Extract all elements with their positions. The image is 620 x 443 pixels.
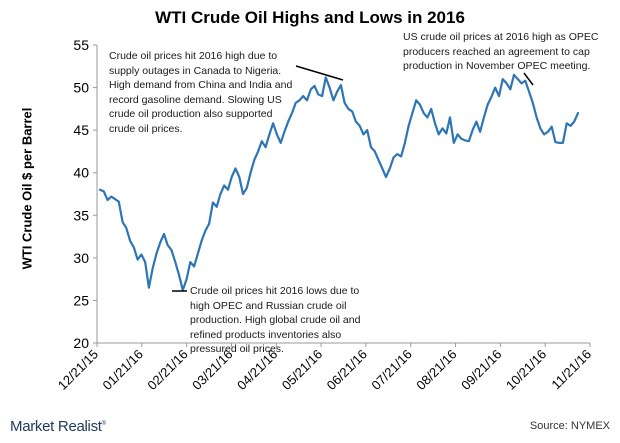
market-realist-logo: Market Realist®	[10, 418, 106, 435]
brand-name: Market Realist	[10, 418, 102, 435]
y-tick-label: 35	[73, 207, 89, 223]
source-note: Source: NYMEX	[529, 420, 610, 432]
x-tick-label: 11/21/16	[548, 347, 594, 393]
leader-line-oct-high	[523, 72, 534, 86]
annotation-oct-high: US crude oil prices at 2016 high as OPEC…	[403, 31, 599, 73]
chart-title: WTI Crude Oil Highs and Lows in 2016	[155, 8, 465, 27]
x-tick-label: 01/21/16	[100, 347, 146, 393]
registered-mark: ®	[101, 421, 106, 427]
x-tick-label: 08/21/16	[413, 347, 459, 393]
x-tick-label: 02/21/16	[144, 347, 190, 393]
y-tick-label: 30	[73, 250, 89, 266]
y-tick-label: 50	[73, 80, 89, 96]
annotation-jun-high: Crude oil prices hit 2016 high due to su…	[109, 50, 293, 135]
y-tick-label: 55	[73, 37, 89, 53]
y-tick-label: 20	[73, 335, 89, 351]
x-tick-label: 10/21/16	[503, 347, 549, 393]
wti-price-line	[98, 73, 580, 292]
y-tick-label: 25	[73, 292, 89, 308]
y-tick-label: 45	[73, 122, 89, 138]
x-tick-label: 09/21/16	[458, 347, 504, 393]
x-tick-label: 12/21/15	[55, 347, 101, 393]
leader-line-jun-high	[295, 65, 344, 81]
annotation-feb-low: Crude oil prices hit 2016 lows due to hi…	[190, 285, 361, 356]
x-tick-label: 07/21/16	[368, 347, 414, 393]
y-tick-label: 40	[73, 165, 89, 181]
